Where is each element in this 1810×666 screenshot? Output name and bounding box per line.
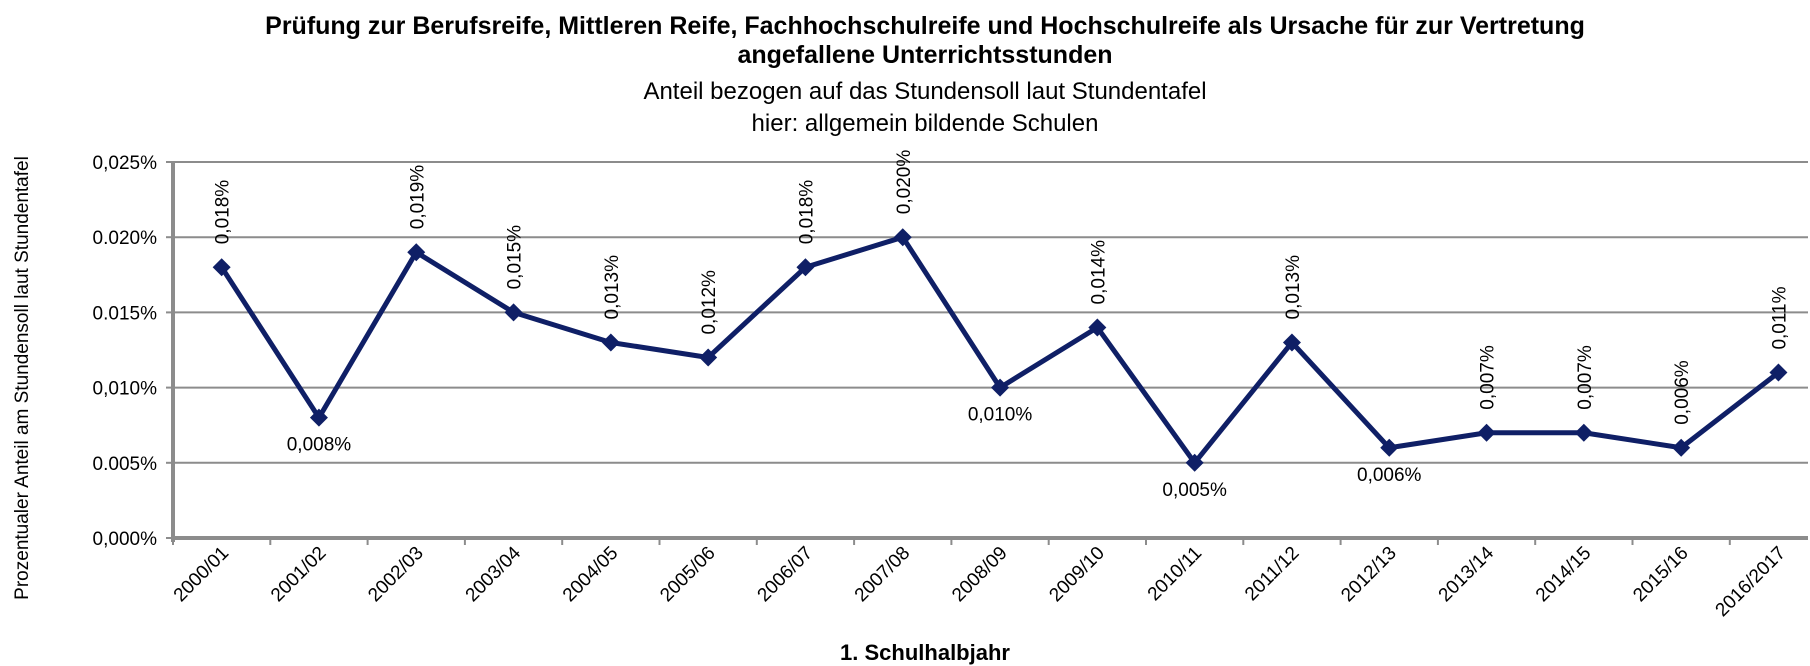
data-label: 0,013%: [602, 255, 623, 320]
chart-subtitle: hier: allgemein bildende Schulen: [752, 110, 1099, 137]
x-tick-label: 2015/16: [1629, 543, 1692, 606]
marker: [699, 348, 718, 367]
chart-title: angefallene Unterrichtsstunden: [737, 41, 1112, 69]
y-axis-label: Prozentualer Anteil am Stundensoll laut …: [12, 156, 33, 600]
data-label: 0,010%: [968, 405, 1033, 426]
data-label: 0,008%: [287, 435, 352, 456]
x-tick-label: 2010/11: [1144, 543, 1206, 605]
marker: [991, 378, 1010, 397]
y-tick-label: 0.020%: [93, 228, 158, 249]
marker: [1088, 318, 1107, 337]
marker: [504, 303, 523, 322]
x-tick-label: 2014/15: [1532, 543, 1595, 606]
marker: [1672, 438, 1691, 457]
marker: [1769, 363, 1788, 382]
marker: [1574, 423, 1593, 442]
data-label: 0,006%: [1357, 465, 1422, 486]
chart-title: Prüfung zur Berufsreife, Mittleren Reife…: [265, 12, 1585, 40]
x-tick-label: 2006/07: [754, 543, 817, 606]
data-label: 0,014%: [1088, 240, 1109, 305]
x-tick-label: 2016/2017: [1712, 543, 1790, 621]
x-tick-label: 2003/04: [462, 542, 526, 606]
data-label: 0,018%: [213, 180, 234, 245]
marker: [309, 408, 328, 427]
x-axis-label: 1. Schulhalbjahr: [840, 640, 1010, 665]
marker: [212, 258, 231, 277]
marker: [407, 243, 426, 262]
data-label: 0,020%: [894, 150, 915, 215]
x-tick-label: 2004/05: [559, 543, 622, 606]
data-label: 0,018%: [796, 180, 817, 245]
x-tick-label: 2002/03: [364, 543, 427, 606]
data-label: 0,011%: [1769, 286, 1790, 349]
x-tick-label: 2012/13: [1337, 543, 1400, 606]
marker: [1380, 438, 1399, 457]
marker: [601, 333, 620, 352]
y-tick-label: 0,000%: [93, 529, 158, 550]
y-tick-label: 0,025%: [93, 153, 158, 174]
data-label: 0,006%: [1672, 360, 1693, 425]
x-tick-label: 2000/01: [170, 543, 233, 606]
data-label: 0,005%: [1162, 480, 1227, 501]
y-tick-label: 0,010%: [93, 379, 158, 400]
y-tick-label: 0.015%: [93, 303, 158, 324]
data-label: 0,007%: [1575, 345, 1596, 410]
y-tick-label: 0.005%: [93, 454, 158, 475]
data-label: 0,007%: [1478, 345, 1499, 410]
marker: [1282, 333, 1301, 352]
x-tick-label: 2007/08: [851, 543, 914, 606]
marker: [1477, 423, 1496, 442]
data-label: 0,012%: [699, 270, 720, 335]
marker: [893, 228, 912, 247]
chart-subtitle: Anteil bezogen auf das Stundensoll laut …: [643, 78, 1206, 105]
x-tick-label: 2005/06: [656, 543, 719, 606]
data-label: 0,019%: [407, 165, 428, 230]
line: [219, 234, 1780, 466]
marker: [796, 258, 815, 277]
x-tick-label: 2011/12: [1241, 543, 1303, 605]
data-label: 0,013%: [1283, 255, 1304, 320]
x-tick-label: 2008/09: [948, 543, 1011, 606]
x-tick-label: 2009/10: [1045, 543, 1108, 606]
data-label: 0,015%: [505, 225, 526, 290]
x-tick-label: 2001/02: [267, 543, 330, 606]
marker: [1185, 453, 1204, 472]
x-tick-label: 2013/14: [1435, 542, 1499, 606]
